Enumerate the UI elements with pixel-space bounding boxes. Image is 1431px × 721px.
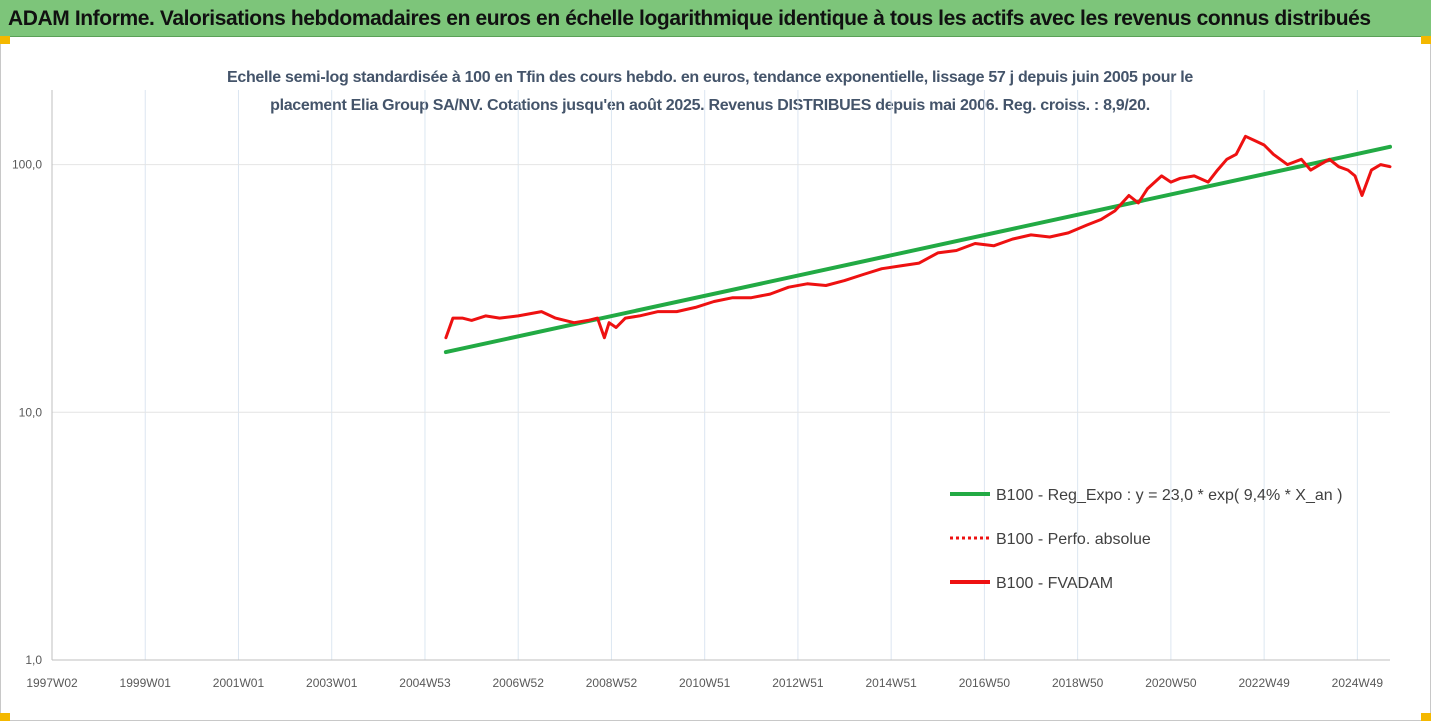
x-tick-label: 1999W01	[120, 676, 172, 690]
legend-label-2: B100 - FVADAM	[996, 575, 1113, 592]
y-tick-label: 10,0	[19, 405, 43, 419]
x-tick-label: 2014W51	[865, 676, 917, 690]
x-tick-label: 2024W49	[1332, 676, 1384, 690]
axes	[51, 90, 1390, 661]
x-tick-label: 2018W50	[1052, 676, 1104, 690]
x-tick-label: 2010W51	[679, 676, 731, 690]
y-tick-labels: 1,0 10,0 100,0	[12, 158, 42, 667]
x-tick-labels: 1997W02 1999W01 2001W01 2003W01 2004W53 2006W…	[26, 676, 1383, 690]
x-tick-label: 2012W51	[772, 676, 824, 690]
x-tick-label: 2020W50	[1145, 676, 1197, 690]
x-tick-label: 2004W53	[399, 676, 451, 690]
chart-title-line-2: placement Elia Group SA/NV. Cotations ju…	[270, 97, 1150, 114]
corner-marker-bottom-left	[0, 713, 10, 721]
y-tick-label: 100,0	[12, 158, 42, 172]
corner-marker-bottom-right	[1421, 713, 1431, 721]
legend-label-0: B100 - Reg_Expo : y = 23,0 * exp( 9,4% *…	[996, 487, 1342, 504]
legend-label-1: B100 - Perfo. absolue	[996, 531, 1151, 548]
chart-title: Echelle semi-log standardisée à 100 en T…	[180, 64, 1240, 120]
corner-marker-top-right	[1421, 36, 1431, 44]
y-tick-label: 1,0	[25, 653, 42, 667]
legend: B100 - Reg_Expo : y = 23,0 * exp( 9,4% *…	[950, 487, 1342, 592]
report-title: ADAM Informe. Valorisations hebdomadaire…	[8, 7, 1371, 30]
x-tick-label: 2008W52	[586, 676, 638, 690]
x-tick-label: 2006W52	[493, 676, 545, 690]
chart-title-line-1: Echelle semi-log standardisée à 100 en T…	[226, 69, 1194, 86]
series-line-0	[443, 144, 1392, 355]
x-tick-label: 2016W50	[959, 676, 1011, 690]
x-tick-label: 2022W49	[1238, 676, 1290, 690]
report-banner: ADAM Informe. Valorisations hebdomadaire…	[0, 0, 1431, 37]
x-tick-label: 2003W01	[306, 676, 358, 690]
series-line-2	[444, 134, 1392, 340]
x-tick-label: 1997W02	[26, 676, 78, 690]
corner-marker-top-left	[0, 36, 10, 44]
x-tick-label: 2001W01	[213, 676, 265, 690]
series-lines	[443, 134, 1392, 355]
